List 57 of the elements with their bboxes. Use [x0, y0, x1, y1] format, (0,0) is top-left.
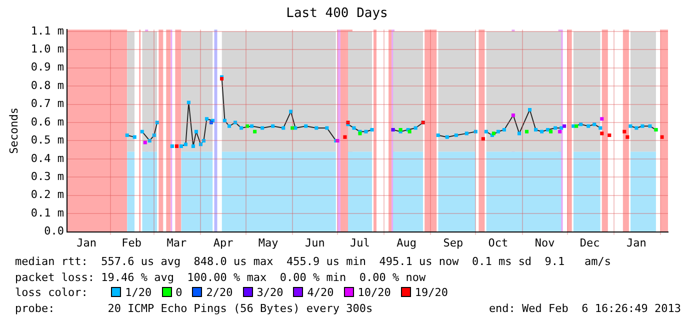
text: packet loss: 19.46 % avg 100.00 % max 0.00 % min 0.00 % now: [15, 270, 427, 285]
y-tick-label: 0.6 m: [30, 115, 64, 128]
point: [246, 124, 250, 128]
point: [660, 135, 664, 139]
legend-label: 3/20: [256, 286, 284, 299]
point: [558, 130, 562, 134]
text: probe: 20 ICMP Echo Pings (56 Bytes) every 300s: [15, 302, 373, 314]
legend-label: 4/20: [307, 286, 334, 299]
point: [524, 130, 529, 134]
y-tick-label: 1.1 m: [30, 24, 64, 38]
x-tick-label: May: [258, 236, 279, 250]
legend-label: 0: [176, 286, 182, 299]
text: median rtt: 557.6 us avg 848.0 us max 455.9 us min 495.1 us now 0.1 ms sd 9.1 am/s: [15, 254, 612, 270]
legend-title: loss color:: [15, 286, 88, 299]
point: [253, 130, 257, 134]
chart-title: Last 400 Days: [286, 6, 388, 22]
point: [574, 124, 578, 128]
y-tick-label: 0.0: [44, 224, 64, 238]
x-tick-label: Nov: [534, 236, 556, 250]
y-tick-label: 0.8 m: [30, 78, 64, 92]
x-tick-label: Mar: [166, 236, 187, 250]
text: end: Wed Feb 6 16:26:49 2013: [488, 300, 681, 316]
x-tick-label: Oct: [488, 236, 508, 250]
legend-label: 10/20: [358, 286, 391, 299]
y-tick-label: 0.3 m: [30, 170, 64, 184]
y-tick-label: 0.4 m: [30, 152, 64, 165]
x-tick-label: Jan: [626, 236, 646, 250]
x-tick-label: Jan: [76, 236, 96, 250]
x-tick-label: Apr: [213, 236, 234, 250]
y-tick-label: 0.9 m: [30, 60, 64, 74]
point: [608, 133, 612, 138]
legend-label: 1/20: [125, 286, 152, 299]
x-tick-label: Dec: [580, 236, 600, 250]
point: [143, 140, 147, 144]
point: [600, 117, 604, 121]
y-tick-label: 0.7 m: [30, 97, 64, 110]
point: [562, 124, 566, 128]
legend-label: 2/20: [206, 286, 233, 299]
point: [549, 130, 553, 134]
legend-label: 19/20: [414, 286, 448, 299]
x-tick-label: Aug: [396, 236, 417, 250]
point: [290, 126, 294, 130]
x-tick-label: Jul: [350, 236, 370, 250]
point: [343, 135, 347, 139]
y-tick-label: 0.5 m: [30, 134, 64, 147]
point: [622, 130, 626, 134]
x-tick-label: Feb: [122, 236, 142, 250]
point: [174, 144, 178, 148]
point: [600, 132, 604, 136]
x-tick-label: Sep: [443, 236, 464, 250]
point: [626, 135, 630, 139]
y-tick-label: 0.2 m: [30, 188, 64, 202]
x-tick-label: Jun: [304, 236, 325, 250]
y-tick-label: 0.1 m: [30, 206, 64, 220]
y-axis-title: Seconds: [7, 108, 20, 154]
y-tick-label: 1.0 m: [30, 42, 64, 56]
point: [481, 137, 485, 141]
